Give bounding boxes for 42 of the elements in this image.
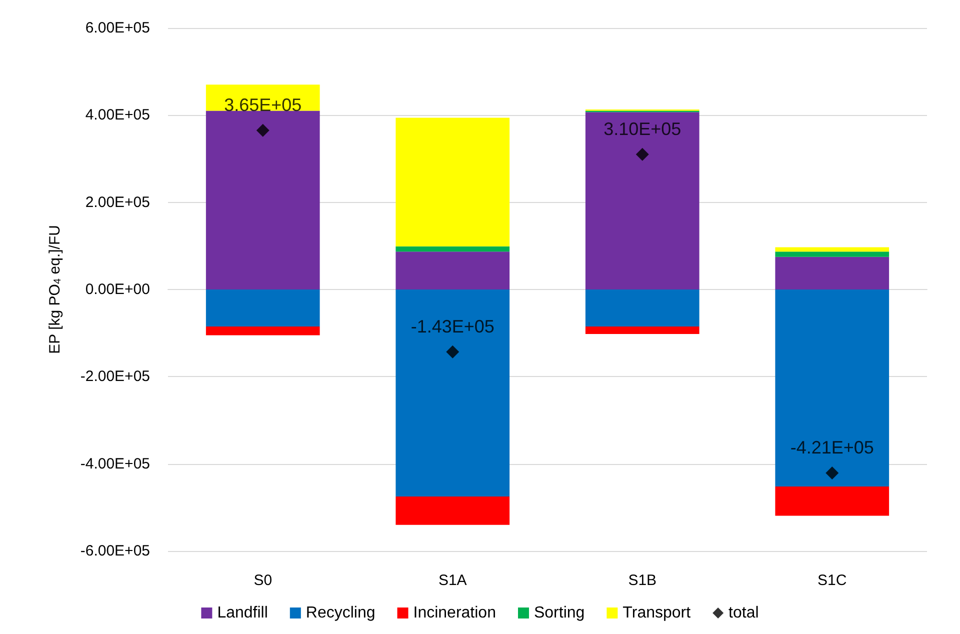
bar bbox=[396, 246, 510, 252]
point bbox=[446, 345, 460, 358]
bar bbox=[775, 256, 890, 290]
bar bbox=[396, 252, 510, 290]
legend-label: Incineration bbox=[413, 604, 496, 622]
y-tick-label: 6.00E+05 bbox=[85, 20, 150, 36]
point bbox=[826, 466, 839, 480]
legend-label: Sorting bbox=[534, 604, 585, 622]
bar bbox=[775, 290, 890, 486]
bar bbox=[206, 290, 320, 327]
data-label: 3.65E+05 bbox=[224, 94, 302, 115]
y-tick-label: -4.00E+05 bbox=[80, 455, 150, 472]
bar bbox=[585, 290, 700, 327]
bar bbox=[396, 290, 510, 497]
bar bbox=[206, 110, 320, 290]
data-label: -4.21E+05 bbox=[790, 437, 874, 458]
legend-label: Recycling bbox=[306, 604, 376, 622]
bar bbox=[396, 118, 510, 246]
bar bbox=[585, 326, 700, 334]
y-tick-label: -2.00E+05 bbox=[80, 368, 150, 386]
data-label: -1.43E+05 bbox=[410, 316, 494, 336]
point bbox=[636, 148, 649, 161]
y-tick-label: 2.00E+05 bbox=[85, 194, 150, 211]
y-tick-label: 0.00E+00 bbox=[85, 281, 150, 298]
y-axis-title: EP [kg PO4 eq.]/FU bbox=[46, 225, 64, 354]
bar bbox=[775, 247, 890, 252]
bar bbox=[775, 486, 890, 516]
data-label: 3.10E+05 bbox=[604, 118, 682, 139]
bar bbox=[585, 112, 700, 290]
legend-label: Transport bbox=[622, 604, 692, 622]
bar bbox=[775, 252, 890, 257]
bar bbox=[206, 326, 320, 336]
x-tick-label: S1C bbox=[818, 572, 847, 589]
legend-label: Landfill bbox=[217, 604, 268, 622]
x-tick-label: S0 bbox=[254, 572, 272, 589]
point bbox=[256, 124, 270, 137]
x-tick-label: S1A bbox=[438, 572, 467, 589]
y-tick-label: 4.00E+05 bbox=[85, 106, 150, 124]
legend-label: total bbox=[728, 604, 759, 622]
x-tick-label: S1B bbox=[628, 572, 657, 589]
bar bbox=[396, 496, 510, 525]
y-tick-label: -6.00E+05 bbox=[80, 542, 150, 560]
